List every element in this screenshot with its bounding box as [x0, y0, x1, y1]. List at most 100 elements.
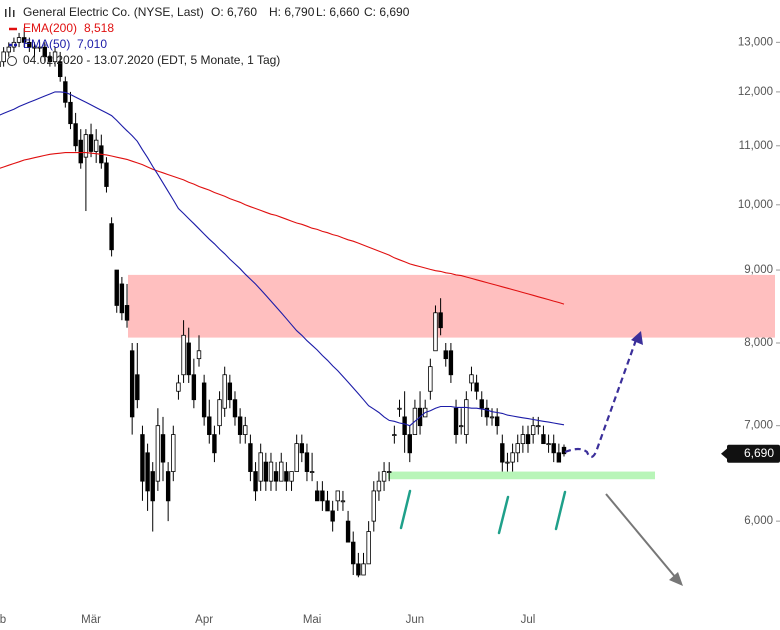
- candle-body: [227, 382, 233, 401]
- candle-body: [392, 434, 397, 436]
- candle-body: [114, 269, 119, 306]
- candle-body: [433, 312, 438, 352]
- candle-body: [129, 350, 135, 418]
- candle-body: [505, 461, 510, 464]
- quote-low: L: 6,660: [316, 5, 360, 19]
- x-tick-label: Jun: [406, 614, 425, 626]
- candle-body: [78, 139, 83, 164]
- icon: [5, 9, 7, 17]
- x-tick-label: Mai: [303, 614, 322, 626]
- candle-body: [268, 461, 274, 482]
- quote-close: C: 6,690: [364, 5, 410, 19]
- support-mark: [497, 495, 510, 535]
- price-zone: [388, 471, 655, 480]
- candle-body: [515, 443, 520, 454]
- candle-body: [171, 434, 176, 472]
- candle-body: [309, 471, 315, 473]
- y-tick-label: 10,000: [738, 199, 773, 211]
- candle-body: [361, 563, 366, 576]
- candle-body: [32, 46, 37, 49]
- candle-body: [494, 416, 500, 427]
- candle-body: [186, 342, 191, 376]
- candle-body: [104, 162, 109, 187]
- candle-body: [325, 500, 330, 512]
- candle-body: [299, 443, 305, 454]
- candle-body: [289, 471, 294, 482]
- candle-body: [438, 312, 443, 329]
- x-tick-label: Jul: [521, 614, 536, 626]
- candle-body: [320, 490, 325, 502]
- candle-body: [42, 46, 47, 58]
- candle-body: [279, 461, 284, 482]
- legend-label: EMA(50): [23, 37, 70, 51]
- candle-body: [150, 471, 155, 502]
- y-tick-label: 6,000: [744, 515, 773, 527]
- bearish-arrowhead: [669, 572, 683, 586]
- candle-body: [1, 51, 6, 63]
- candle-body: [93, 139, 99, 152]
- candle-body: [263, 461, 269, 482]
- candle-body: [47, 56, 53, 63]
- candle-body: [284, 471, 289, 482]
- candle-body: [474, 382, 479, 392]
- price-tag-label: 6,690: [744, 446, 774, 460]
- candle-body: [428, 366, 433, 392]
- support-mark: [554, 490, 567, 531]
- support-mark: [399, 489, 412, 530]
- candle-body: [37, 46, 42, 49]
- candle-body: [248, 443, 253, 472]
- candle-body: [371, 490, 376, 522]
- legend-label: EMA(200): [23, 21, 77, 35]
- candle-body: [217, 399, 222, 427]
- y-tick-label: 9,000: [744, 264, 773, 276]
- candle-body: [160, 434, 166, 463]
- chart-subtitle: 04.02.2020 - 13.07.2020 (EDT, 5 Monate, …: [23, 53, 280, 67]
- candle-body: [530, 425, 536, 435]
- candle-body: [469, 374, 474, 384]
- candle-body: [57, 61, 63, 78]
- x-tick-label: Mär: [81, 614, 101, 626]
- candle-body: [22, 37, 27, 43]
- annotations: [399, 331, 683, 586]
- candle-body: [402, 416, 407, 435]
- candle-body: [525, 434, 531, 445]
- candle-body: [191, 374, 197, 401]
- candle-body: [243, 425, 248, 435]
- quote-open: O: 6,760: [211, 5, 257, 19]
- candle-body: [294, 443, 299, 472]
- candle-body: [356, 563, 361, 576]
- candle-body: [140, 434, 145, 482]
- candle-body: [315, 490, 320, 502]
- candle-body: [304, 452, 310, 472]
- x-tick-label: b: [0, 614, 6, 626]
- legend-value: 8,518: [84, 21, 114, 35]
- candle-body: [458, 425, 464, 428]
- candle-body: [196, 350, 202, 360]
- icon: [9, 7, 11, 17]
- candle-body: [258, 452, 263, 482]
- candle-body: [232, 399, 238, 418]
- candle-body: [335, 490, 340, 502]
- candle-body: [27, 41, 32, 48]
- candle-body: [387, 471, 392, 473]
- candle-body: [119, 283, 125, 314]
- candle-body: [212, 434, 217, 454]
- candle-body: [453, 407, 459, 435]
- candle-body: [68, 101, 73, 125]
- candle-body: [273, 471, 279, 482]
- candle-body: [520, 434, 526, 445]
- candle-body: [551, 443, 556, 454]
- candle-body: [109, 223, 114, 251]
- price-zone: [128, 274, 775, 338]
- quote-high: H: 6,790: [269, 5, 315, 19]
- candle-body: [381, 471, 387, 482]
- candle-body: [366, 531, 371, 565]
- y-tick-label: 11,000: [739, 140, 773, 152]
- candle-body: [464, 399, 469, 435]
- clock-icon: [7, 56, 17, 66]
- plot-area: 6,000 7,000 8,000 9,000 10,000 11,000 12,000 13…: [0, 28, 780, 626]
- candle-body: [556, 452, 562, 463]
- candle-body: [546, 443, 551, 446]
- candle-body: [351, 541, 356, 565]
